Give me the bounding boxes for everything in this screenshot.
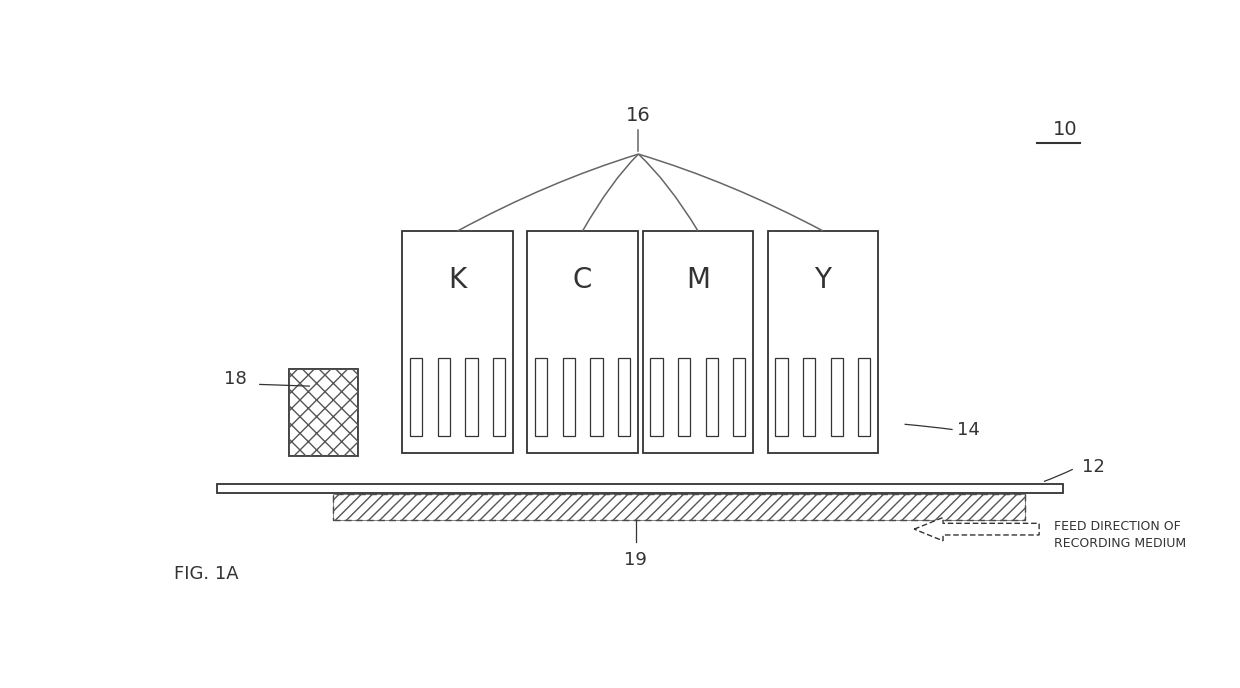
Bar <box>590 358 603 436</box>
Bar <box>410 358 423 436</box>
Bar <box>768 231 878 453</box>
Bar <box>332 494 1024 519</box>
Bar <box>642 231 753 453</box>
Bar <box>858 358 870 436</box>
Text: C: C <box>573 266 593 294</box>
Bar <box>733 358 745 436</box>
Text: 18: 18 <box>224 370 247 388</box>
Text: 12: 12 <box>1083 458 1105 475</box>
Text: K: K <box>449 266 466 294</box>
Bar <box>332 494 1024 519</box>
FancyArrow shape <box>914 517 1039 541</box>
Bar <box>775 358 787 436</box>
Bar <box>527 231 637 453</box>
Text: 14: 14 <box>957 420 981 438</box>
Bar <box>831 358 843 436</box>
Text: M: M <box>686 266 711 294</box>
Bar <box>465 358 477 436</box>
Text: Y: Y <box>815 266 831 294</box>
Bar <box>563 358 575 436</box>
Text: 10: 10 <box>1053 120 1078 139</box>
Bar <box>494 358 505 436</box>
Bar <box>403 231 513 453</box>
Bar <box>678 358 691 436</box>
Bar <box>289 369 358 456</box>
Bar <box>651 358 662 436</box>
Bar <box>536 358 547 436</box>
Text: FIG. 1A: FIG. 1A <box>174 565 239 583</box>
Bar <box>804 358 815 436</box>
Text: 16: 16 <box>626 106 651 125</box>
Text: 19: 19 <box>624 551 647 570</box>
Bar <box>438 358 450 436</box>
Bar <box>289 369 358 456</box>
Bar <box>618 358 630 436</box>
Bar <box>217 484 1063 493</box>
Text: FEED DIRECTION OF
RECORDING MEDIUM: FEED DIRECTION OF RECORDING MEDIUM <box>1054 519 1185 550</box>
Bar <box>706 358 718 436</box>
